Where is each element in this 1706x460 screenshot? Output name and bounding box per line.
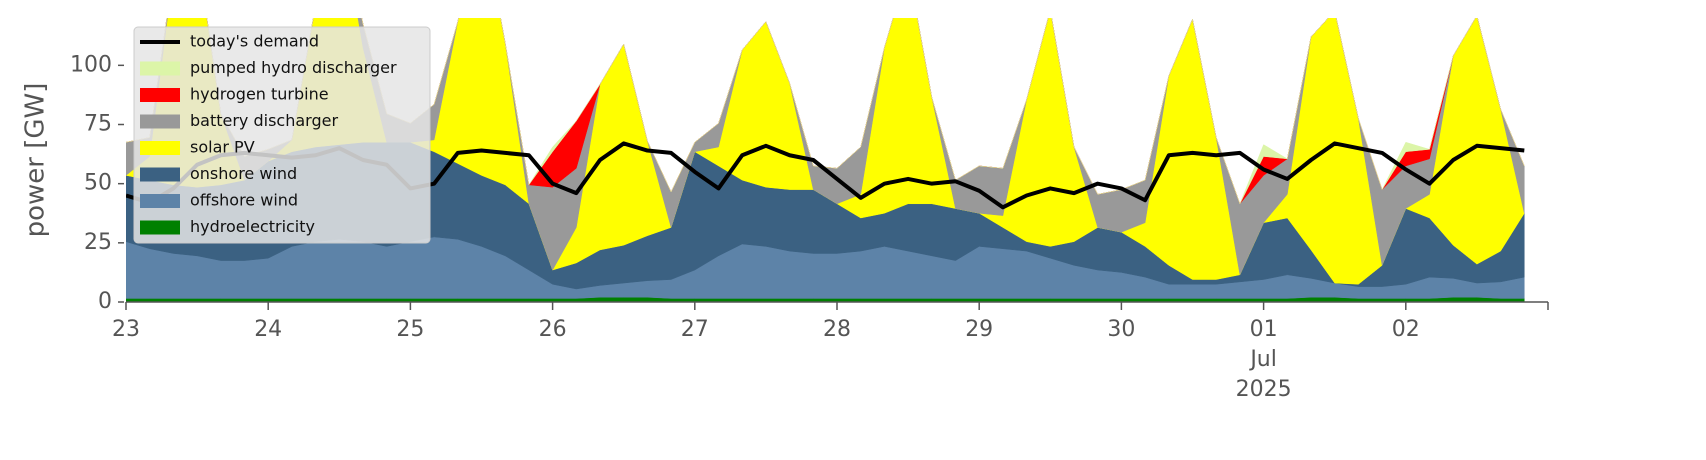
y-tick-label: 0 — [98, 289, 112, 314]
y-tick-label: 75 — [84, 112, 112, 137]
legend-label: pumped hydro discharger — [190, 58, 397, 77]
x-tick-label: 26 — [539, 317, 567, 342]
legend-swatch — [140, 141, 180, 155]
legend-swatch — [140, 220, 180, 235]
plot-area — [126, 18, 1525, 302]
x-tick-label: 25 — [396, 317, 424, 342]
legend: today's demand pumped hydro discharger hyd… — [133, 26, 431, 244]
legend-swatch — [140, 167, 180, 182]
legend-label: battery discharger — [190, 111, 338, 130]
legend-swatch — [140, 114, 180, 129]
x-tick-label: 27 — [681, 317, 709, 342]
y-tick-label: 100 — [70, 52, 112, 77]
y-tick-label: 25 — [84, 230, 112, 255]
x-tick-label: 28 — [823, 317, 851, 342]
x-tick-label: 02 — [1392, 317, 1420, 342]
x-tick-label: 01 Jul 2025 — [1236, 317, 1292, 402]
x-tick-label: 23 — [112, 317, 140, 342]
legend-label: onshore wind — [190, 164, 297, 183]
y-tick-label: 50 — [84, 171, 112, 196]
legend-label: hydroelectricity — [190, 217, 315, 236]
legend-swatch — [140, 88, 180, 102]
x-tick-label: 30 — [1107, 317, 1135, 342]
legend-label: solar PV — [190, 138, 255, 157]
legend-swatch — [140, 194, 180, 208]
x-tick-label: 29 — [965, 317, 993, 342]
legend-label: offshore wind — [190, 191, 298, 210]
legend-label: today's demand — [190, 32, 319, 51]
legend-swatch — [140, 61, 180, 76]
x-tick-label: 24 — [254, 317, 282, 342]
legend-label: hydrogen turbine — [190, 85, 329, 104]
legend-box — [133, 26, 431, 244]
y-axis-label: power [GW] — [21, 83, 51, 238]
